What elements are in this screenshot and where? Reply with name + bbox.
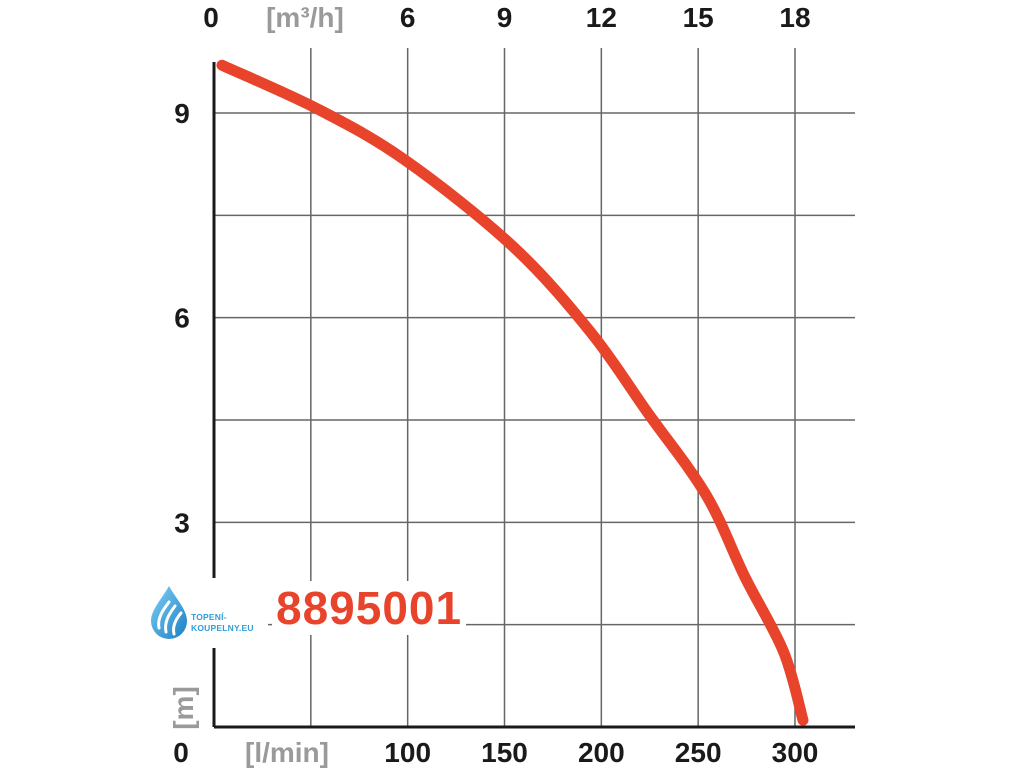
logo-line-2: KOUPELNY.EU: [191, 623, 254, 633]
top-axis-tick-label: 12: [586, 2, 617, 33]
water-drop-icon: [151, 586, 187, 639]
bottom-axis-unit-label: [l/min]: [245, 737, 329, 768]
left-axis-tick-label: 3: [174, 507, 190, 538]
bottom-axis-tick-label: 200: [578, 737, 625, 768]
top-axis-tick-label: 9: [497, 2, 513, 33]
top-axis-tick-label: 15: [683, 2, 714, 33]
logo-line-1: TOPENÍ-: [191, 612, 227, 622]
brand-logo: TOPENÍ- KOUPELNY.EU: [143, 582, 268, 644]
bottom-axis-tick-label: 150: [481, 737, 528, 768]
model-number: 8895001: [272, 581, 467, 635]
bottom-axis-tick-label: 0: [173, 737, 189, 768]
top-axis-unit-label: [m³/h]: [266, 2, 344, 33]
top-axis-tick-label: 18: [779, 2, 810, 33]
bottom-axis-tick-label: 300: [772, 737, 819, 768]
left-axis-unit-label: [m]: [168, 686, 199, 730]
left-axis-tick-label: 6: [174, 303, 190, 334]
bottom-axis-tick-label: 250: [675, 737, 722, 768]
bottom-axis-tick-label: 100: [384, 737, 431, 768]
left-axis-tick-label: 9: [174, 98, 190, 129]
logo-wordmark: TOPENÍ- KOUPELNY.EU: [191, 612, 254, 634]
top-axis-tick-label: 6: [400, 2, 416, 33]
pump-performance-curve: [216, 59, 809, 726]
top-axis-tick-label: 0: [203, 2, 219, 33]
